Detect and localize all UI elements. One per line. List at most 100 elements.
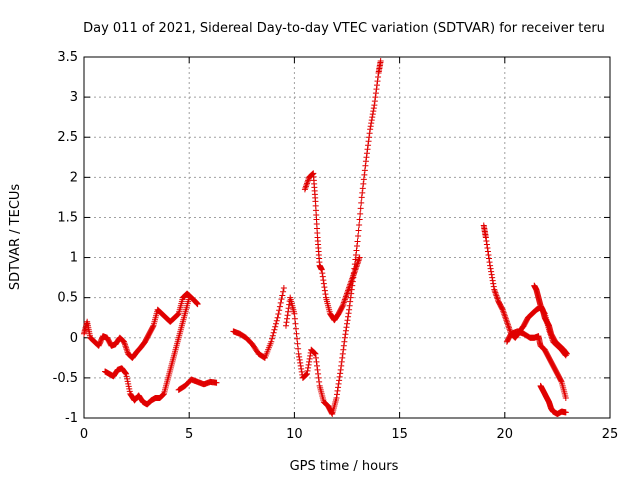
data-point [284, 312, 291, 319]
data-point [563, 350, 570, 357]
data-point [562, 394, 569, 401]
data-point [122, 370, 129, 377]
data-point [274, 314, 281, 321]
data-point [367, 126, 374, 133]
data-point [346, 306, 353, 313]
x-axis-label: GPS time / hours [290, 459, 399, 474]
data-point [486, 259, 493, 266]
data-point [492, 291, 499, 298]
series-pass-5 [282, 58, 384, 417]
data-point [335, 380, 342, 387]
data-point [369, 114, 376, 121]
data-point [368, 120, 375, 127]
series-pass-2 [102, 294, 193, 408]
data-point [362, 158, 369, 165]
data-point [272, 323, 279, 330]
data-point [356, 216, 363, 223]
data-point [160, 391, 167, 398]
data-point [353, 247, 360, 254]
data-point [278, 296, 285, 303]
data-point [307, 352, 314, 359]
data-point [328, 409, 335, 416]
data-point [504, 321, 511, 328]
data-point [373, 82, 380, 89]
data-point [367, 123, 374, 130]
data-point [285, 305, 292, 312]
data-point [186, 294, 193, 301]
data-point [489, 277, 496, 284]
data-point [315, 370, 322, 377]
data-point [372, 90, 379, 97]
data-point [277, 299, 284, 306]
y-tick-label: -0.5 [53, 371, 78, 386]
data-point [309, 170, 316, 177]
series-pass-8 [503, 328, 569, 401]
data-point [295, 350, 302, 357]
data-point [269, 332, 276, 339]
data-point [341, 298, 348, 305]
series-pass-6 [301, 170, 363, 324]
data-point [338, 362, 345, 369]
data-point [304, 370, 311, 377]
data-point [354, 238, 361, 245]
data-point [285, 308, 292, 315]
y-tick-label: 2.5 [57, 130, 78, 145]
y-tick-label: 1.5 [57, 210, 78, 225]
data-point [294, 335, 301, 342]
data-point [334, 391, 341, 398]
data-point [345, 310, 352, 317]
y-tick-label: 1 [70, 251, 78, 266]
data-point [302, 184, 309, 191]
x-tick-label: 10 [286, 427, 303, 442]
data-point [357, 205, 364, 212]
data-point [487, 265, 494, 272]
data-point [482, 234, 489, 241]
data-point [194, 301, 201, 308]
data-point [341, 334, 348, 341]
data-point [282, 322, 289, 329]
y-tick-label: 3.5 [57, 50, 78, 65]
data-point [360, 180, 367, 187]
data-point [347, 294, 354, 301]
data-point [304, 367, 311, 374]
data-point [492, 289, 499, 296]
data-point [123, 344, 130, 351]
data-point [365, 138, 372, 145]
data-point [370, 108, 377, 115]
data-point [485, 252, 492, 259]
x-tick-label: 15 [391, 427, 408, 442]
data-point [369, 111, 376, 118]
data-point [336, 373, 343, 380]
data-point [493, 294, 500, 301]
data-point [353, 243, 360, 250]
data-point [303, 181, 310, 188]
data-point [352, 256, 359, 263]
data-point [314, 366, 321, 373]
data-point [126, 388, 133, 395]
data-point [296, 356, 303, 363]
data-point [499, 305, 506, 312]
data-point [351, 269, 358, 276]
data-point [309, 171, 316, 178]
data-point [373, 86, 380, 93]
data-point [356, 256, 363, 263]
data-point [484, 248, 491, 255]
y-tick-label: 0.5 [57, 291, 78, 306]
data-point [322, 291, 329, 298]
data-point [320, 277, 327, 284]
data-point [344, 317, 351, 324]
data-point [302, 183, 309, 190]
data-point [358, 199, 365, 206]
data-point [488, 271, 495, 278]
data-point [342, 327, 349, 334]
x-tick-label: 20 [497, 427, 514, 442]
data-point [347, 298, 354, 305]
data-point [372, 94, 379, 101]
data-point [301, 186, 308, 193]
data-point [298, 365, 305, 372]
data-point [346, 302, 353, 309]
data-point [490, 280, 497, 287]
data-point [489, 274, 496, 281]
data-point [360, 176, 367, 183]
